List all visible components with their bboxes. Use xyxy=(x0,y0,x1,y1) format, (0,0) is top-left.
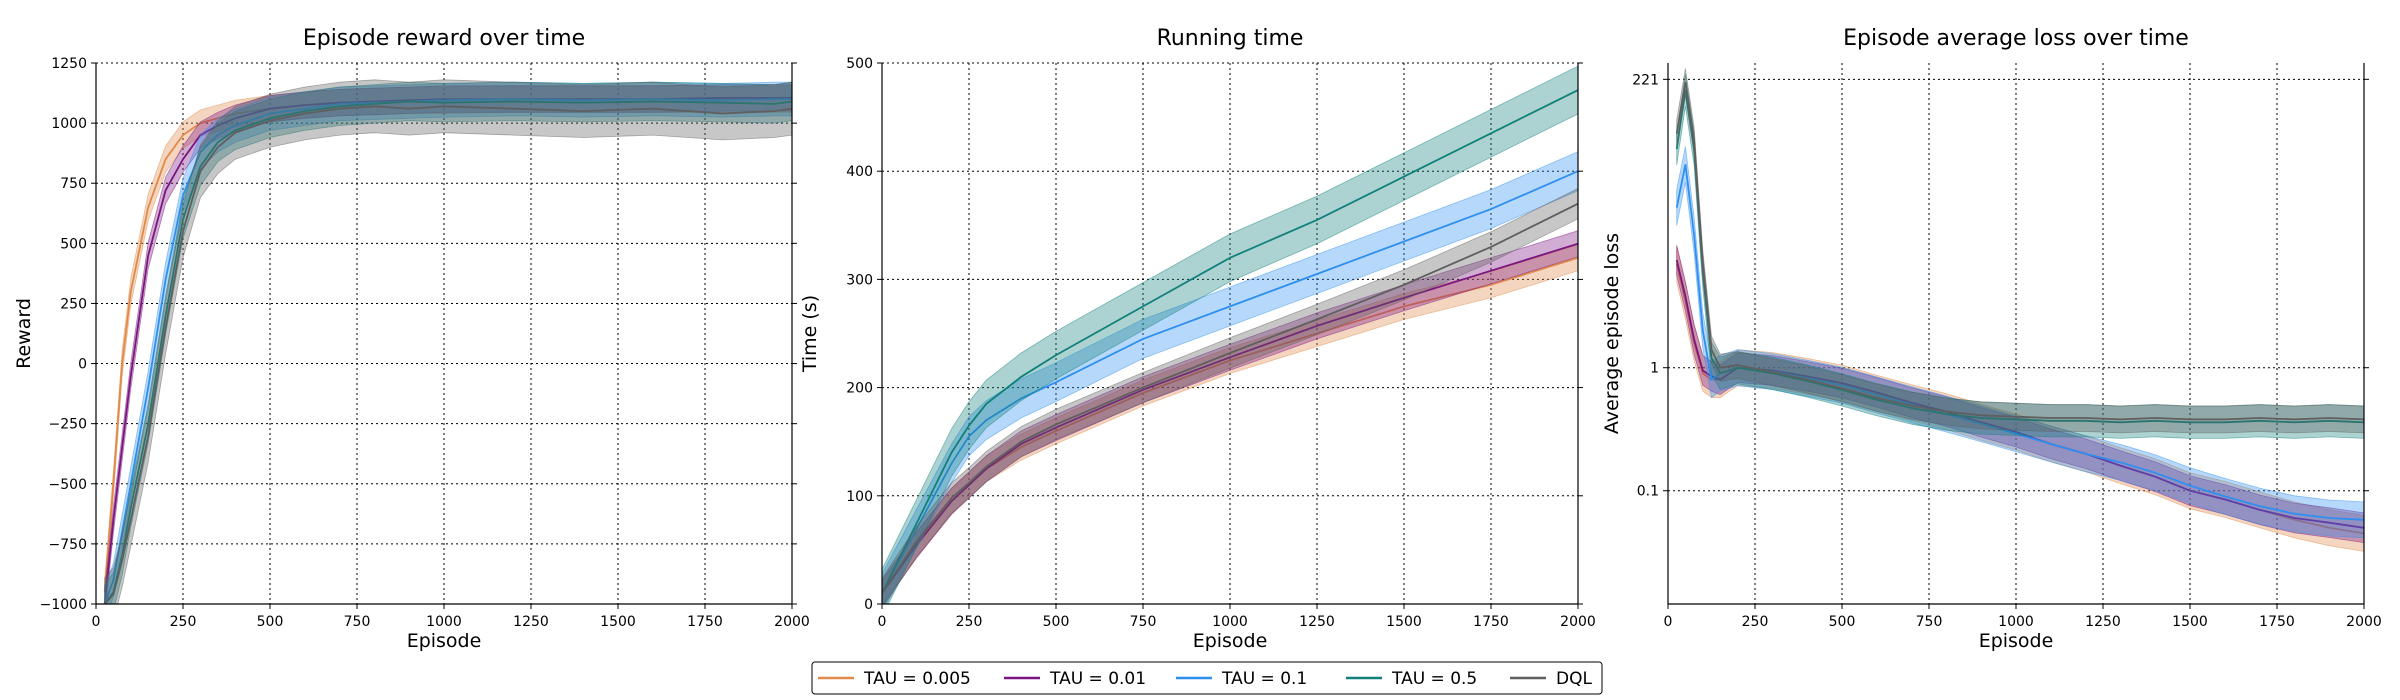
x-tick-label: 750 xyxy=(344,614,371,630)
y-tick-label: 0.1 xyxy=(1637,484,1659,500)
series-line-tau-0-1 xyxy=(1675,164,2364,521)
series-line-tau-0-5 xyxy=(882,89,1578,594)
series-line-dql xyxy=(104,105,792,604)
x-tick-label: 1500 xyxy=(2172,614,2208,630)
x-tick-label: 1750 xyxy=(2259,614,2295,630)
series-line-tau-0-1 xyxy=(882,170,1578,594)
series-band-tau-0-005 xyxy=(1676,245,2364,552)
chart-title: Running time xyxy=(1157,26,1304,51)
x-tick-label: 0 xyxy=(92,614,101,630)
y-tick-label: 500 xyxy=(60,236,87,252)
y-tick-label: 0 xyxy=(864,597,873,613)
y-tick-label: −750 xyxy=(49,537,87,553)
series-band-tau-0-1 xyxy=(882,151,1578,604)
x-tick-label: 500 xyxy=(257,614,284,630)
x-tick-label: 2000 xyxy=(2346,614,2382,630)
x-axis-label: Episode xyxy=(407,630,482,652)
series-line-dql xyxy=(882,202,1578,594)
series-band-tau-0-5 xyxy=(104,81,792,604)
x-tick-label: 1000 xyxy=(1998,614,2034,630)
series-band-dql xyxy=(882,188,1578,604)
series-band-tau-0-1 xyxy=(104,81,792,604)
y-tick-label: 300 xyxy=(846,272,873,288)
legend-label: DQL xyxy=(1556,669,1592,689)
series-band-tau-0-01 xyxy=(1676,245,2364,544)
x-tick-label: 750 xyxy=(1130,614,1157,630)
series-line-tau-0-5 xyxy=(103,100,792,604)
legend-label: TAU = 0.1 xyxy=(1221,669,1307,689)
y-tick-label: −250 xyxy=(49,417,87,433)
x-tick-label: 250 xyxy=(170,614,197,630)
y-axis-label: Reward xyxy=(13,298,35,369)
y-tick-label: −500 xyxy=(49,477,87,493)
x-tick-label: 1250 xyxy=(1299,614,1335,630)
series-band-dql xyxy=(1676,68,2364,434)
y-tick-label: 100 xyxy=(846,489,873,505)
series-band-tau-0-005 xyxy=(104,85,792,604)
series-line-tau-0-1 xyxy=(103,98,792,604)
series-band-tau-0-5 xyxy=(1676,74,2364,439)
y-tick-label: −1000 xyxy=(40,597,87,613)
y-tick-label: 1000 xyxy=(51,116,87,132)
x-tick-label: 750 xyxy=(1916,614,1943,630)
y-tick-label: 0 xyxy=(78,357,87,373)
legend: TAU = 0.005 TAU = 0.01 TAU = 0.1 TAU = 0.5 D… xyxy=(811,661,1603,695)
legend-label: TAU = 0.01 xyxy=(1049,669,1146,689)
x-tick-label: 1750 xyxy=(687,614,723,630)
y-tick-label: 250 xyxy=(60,296,87,312)
legend-label: TAU = 0.5 xyxy=(1391,669,1477,689)
y-tick-label: 500 xyxy=(846,56,873,72)
x-tick-label: 500 xyxy=(1043,614,1070,630)
x-tick-label: 1250 xyxy=(513,614,549,630)
x-axis-label: Episode xyxy=(1193,630,1268,652)
x-tick-label: 250 xyxy=(956,614,983,630)
series-line-dql xyxy=(1675,81,2364,421)
chart-panel-2: 0 250 500 750 1000 1250 1500 1750 2000 0 100 200 300… xyxy=(799,26,1596,652)
x-tick-label: 1250 xyxy=(2085,614,2121,630)
x-tick-label: 0 xyxy=(878,614,887,630)
chart-panel-3: 0 250 500 750 1000 1250 1500 1750 2000 0.1 1 221 Epi… xyxy=(1601,26,2382,652)
series-line-tau-0-01 xyxy=(882,242,1578,594)
series-line-tau-0-5 xyxy=(1675,90,2364,424)
y-tick-label: 1 xyxy=(1650,361,1659,377)
series-band-dql xyxy=(104,79,792,604)
y-axis-label: Average episode loss xyxy=(1601,233,1623,434)
y-tick-label: 221 xyxy=(1632,72,1659,88)
series-band-tau-0-1 xyxy=(1676,146,2364,539)
y-tick-label: 200 xyxy=(846,381,873,397)
x-tick-label: 0 xyxy=(1664,614,1673,630)
x-tick-label: 1500 xyxy=(1386,614,1422,630)
x-tick-label: 250 xyxy=(1742,614,1769,630)
legend-label: TAU = 0.005 xyxy=(863,669,971,689)
y-tick-label: 400 xyxy=(846,164,873,180)
y-axis-label: Time (s) xyxy=(799,295,821,373)
x-axis-label: Episode xyxy=(1979,630,2054,652)
chart-title: Episode reward over time xyxy=(303,26,585,51)
y-tick-label: 750 xyxy=(60,176,87,192)
x-tick-label: 1500 xyxy=(600,614,636,630)
x-tick-label: 500 xyxy=(1829,614,1856,630)
series-line-tau-0-01 xyxy=(1675,259,2364,529)
x-tick-label: 2000 xyxy=(774,614,810,630)
x-tick-label: 1000 xyxy=(426,614,462,630)
x-tick-label: 1750 xyxy=(1473,614,1509,630)
y-tick-label: 1250 xyxy=(51,56,87,72)
x-tick-label: 1000 xyxy=(1212,614,1248,630)
series-band-tau-0-5 xyxy=(882,65,1578,604)
chart-panel-1: 0 250 500 750 1000 1250 1500 1750 2000 −1000 −750 −… xyxy=(13,26,810,652)
chart-title: Episode average loss over time xyxy=(1843,26,2189,51)
x-tick-label: 2000 xyxy=(1560,614,1596,630)
